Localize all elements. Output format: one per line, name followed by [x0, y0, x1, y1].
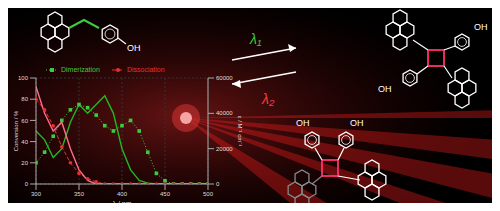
html-text:Dissociation: Dissociation: [126, 66, 165, 73]
html-text:Dimerization: Dimerization: [61, 66, 100, 73]
svg-text:80: 80: [21, 96, 28, 102]
svg-text:0: 0: [25, 181, 29, 187]
svg-text:450: 450: [160, 191, 171, 197]
svg-text:OH: OH: [350, 118, 364, 128]
svg-text:0: 0: [216, 181, 220, 187]
svg-text:100: 100: [18, 75, 29, 81]
svg-text:40: 40: [21, 139, 28, 145]
svg-text:ε / M⁻¹ cm⁻¹: ε / M⁻¹ cm⁻¹: [237, 116, 243, 146]
svg-text:20: 20: [21, 160, 28, 166]
svg-text:λ₁: λ₁: [249, 31, 262, 47]
svg-text:300: 300: [31, 191, 42, 197]
svg-text:400: 400: [117, 191, 128, 197]
svg-text:OH: OH: [474, 22, 488, 32]
svg-text:OH: OH: [378, 84, 392, 94]
svg-text:λ₂: λ₂: [261, 91, 275, 107]
svg-text:350: 350: [74, 191, 85, 197]
svg-text:500: 500: [203, 191, 214, 197]
svg-text:λ / nm: λ / nm: [112, 200, 131, 203]
svg-text:OH: OH: [127, 43, 141, 53]
svg-text:60: 60: [21, 118, 28, 124]
svg-text:20000: 20000: [216, 146, 233, 152]
svg-text:60000: 60000: [216, 75, 233, 81]
svg-text:OH: OH: [296, 118, 310, 128]
svg-text:40000: 40000: [216, 110, 233, 116]
svg-text:Conversion / %: Conversion / %: [13, 110, 19, 151]
